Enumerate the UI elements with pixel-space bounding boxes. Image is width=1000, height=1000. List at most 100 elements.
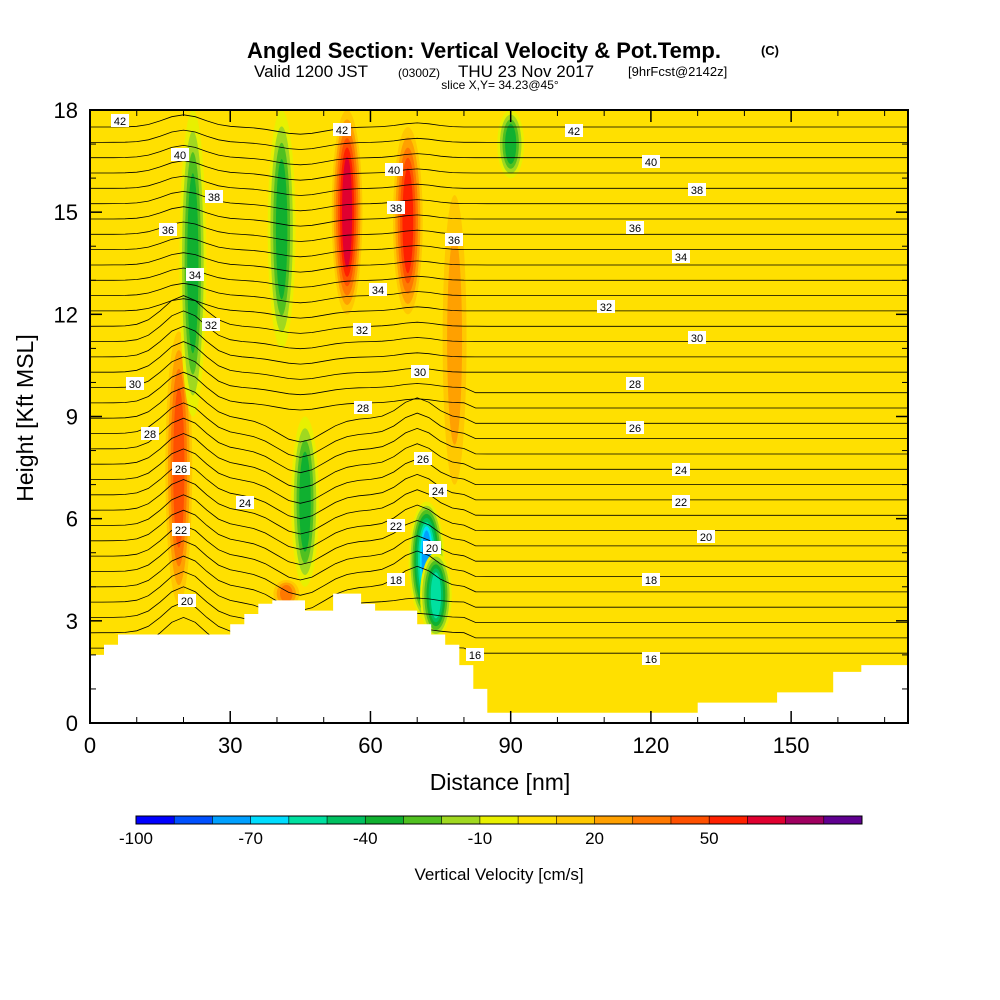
contour-label: 40 [171, 148, 189, 162]
contour-label-box [385, 163, 403, 176]
colorbar-swatch [670, 816, 710, 824]
colorbar-swatch [747, 816, 786, 824]
contour-label-text: 24 [432, 486, 444, 498]
isentrope-line [90, 267, 908, 288]
contour-label: 30 [411, 365, 429, 379]
contour-label: 22 [672, 495, 690, 509]
contour-label: 18 [642, 573, 660, 587]
contour-label-text: 42 [568, 126, 580, 138]
contour-label: 20 [697, 530, 715, 544]
contour-label-box [126, 377, 144, 390]
y-tick-label: 3 [66, 609, 78, 634]
contour-label-box [688, 331, 706, 344]
contour-label: 26 [626, 421, 644, 435]
colorbar-swatch [785, 816, 825, 824]
contour-label-text: 26 [629, 423, 641, 435]
contour-label-text: 18 [390, 575, 402, 587]
contour-label-text: 34 [372, 285, 384, 297]
terrain-mask [90, 593, 908, 723]
contour-label: 22 [172, 523, 190, 537]
isentrope-line [90, 236, 908, 258]
contour-label: 20 [178, 594, 196, 608]
colorbar-swatch [823, 816, 863, 824]
contour-label: 26 [414, 452, 432, 466]
contour-label-box [642, 652, 660, 665]
contour-label: 34 [369, 283, 387, 297]
contour-label: 24 [672, 463, 690, 477]
isentrope-line [90, 356, 908, 396]
x-tick-label: 0 [84, 733, 96, 758]
x-tick-label: 30 [218, 733, 242, 758]
y-tick-label: 12 [54, 302, 78, 327]
contour-label-box [466, 648, 484, 661]
contour-label-text: 32 [205, 320, 217, 332]
valid-prefix: Valid 1200 JST [254, 62, 368, 81]
contour-label-text: 22 [675, 497, 687, 509]
isentrope-line [90, 295, 908, 334]
contour-label: 30 [126, 377, 144, 391]
contour-label: 24 [236, 496, 254, 510]
contour-label-text: 22 [390, 521, 402, 533]
colorbar-swatch [365, 816, 404, 824]
contour-label: 40 [385, 163, 403, 177]
isentrope-line [90, 463, 908, 520]
contour-label-text: 38 [390, 203, 402, 215]
contour-label-text: 40 [174, 150, 186, 162]
colorbar-swatch [594, 816, 634, 824]
isentrope-line [90, 371, 908, 411]
contour-label: 28 [354, 401, 372, 415]
chart-title: Angled Section: Vertical Velocity & Pot.… [247, 38, 721, 63]
contour-label-text: 26 [417, 454, 429, 466]
vv-region [447, 234, 463, 445]
colorbar-swatch [136, 816, 175, 824]
y-axis-label: Height [Kft MSL] [12, 334, 38, 501]
contour-label: 24 [429, 484, 447, 498]
contour-label: 34 [672, 250, 690, 264]
contour-label-text: 20 [181, 596, 193, 608]
isentrope-line [90, 540, 908, 596]
contour-label-box [141, 427, 159, 440]
vv-region [402, 168, 414, 274]
isentrope-line [90, 298, 908, 319]
isentrope-line [90, 433, 908, 489]
contour-label-text: 32 [356, 325, 368, 337]
contour-label: 22 [387, 519, 405, 533]
contour-label-text: 34 [675, 252, 687, 264]
vv-region [505, 124, 517, 165]
contour-label-text: 28 [357, 403, 369, 415]
contour-label: 34 [186, 268, 204, 282]
contour-label-box [445, 233, 463, 246]
isentrope-line [90, 341, 908, 380]
valid-line: Valid 1200 JST (0300Z) THU 23 Nov 2017 [… [254, 62, 727, 81]
colorbar: -100 -70 -40 -10 20 50 [119, 815, 863, 848]
y-tick-label: 9 [66, 405, 78, 430]
contour-label-text: 42 [114, 116, 126, 128]
y-tick-label: 18 [54, 98, 78, 123]
isentrope-line [90, 494, 908, 550]
contour-label-box [597, 300, 615, 313]
contour-label: 16 [642, 652, 660, 666]
contour-label-text: 18 [645, 575, 657, 587]
contour-label: 42 [565, 124, 583, 138]
colorbar-swatch [288, 816, 328, 824]
colorbar-tick-label: 20 [585, 829, 604, 848]
colorbar-swatch [403, 816, 443, 824]
contour-label-box [353, 323, 371, 336]
contour-label-box [672, 250, 690, 263]
valid-utc: (0300Z) [398, 66, 440, 80]
contour-label: 40 [642, 155, 660, 169]
isentrope-line [90, 448, 908, 504]
contour-label-box [178, 594, 196, 607]
contour-label-text: 42 [336, 125, 348, 137]
colorbar-swatch [250, 816, 290, 824]
contour-label: 30 [688, 331, 706, 345]
x-tick-label: 90 [498, 733, 522, 758]
contour-label-text: 16 [645, 654, 657, 666]
isentrope-line [90, 252, 908, 273]
chart-title-unit: (C) [761, 43, 779, 58]
isentrope-line [90, 114, 908, 135]
isentrope-line [90, 325, 908, 365]
contour-label-box [642, 155, 660, 168]
isentrope-line [90, 190, 908, 212]
y-tick-label: 0 [66, 711, 78, 736]
